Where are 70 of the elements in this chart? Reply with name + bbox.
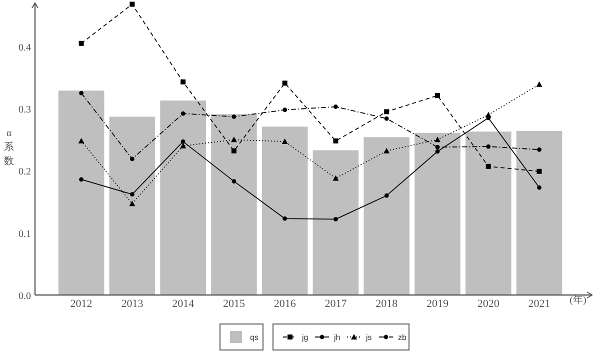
x-tick-label: 2012 (70, 298, 92, 310)
legend-label: js (365, 333, 372, 342)
point (486, 164, 491, 169)
bar (211, 114, 257, 295)
point (78, 40, 84, 46)
bar (516, 130, 562, 295)
y-tick-label: 0.3 (18, 104, 31, 116)
legend-label: jg (301, 333, 308, 342)
point (536, 168, 542, 174)
point (434, 93, 440, 98)
y-axis-title: α系数 (4, 128, 14, 167)
point (232, 179, 236, 184)
point (435, 144, 440, 150)
x-tick-label: 2021 (528, 298, 550, 310)
y-tick-label: 0.0 (18, 291, 31, 302)
point (384, 193, 389, 198)
y-tick-label: 0.1 (18, 228, 31, 240)
x-tick-label: 2015 (222, 298, 246, 310)
y-tick-label: 0.4 (18, 42, 31, 54)
point (180, 111, 186, 116)
point (536, 81, 542, 87)
bar (58, 90, 104, 295)
legend-label: qs (250, 333, 258, 342)
legend-label: jh (333, 333, 340, 342)
point (332, 175, 339, 181)
point (334, 217, 338, 222)
point (79, 90, 84, 96)
point (282, 216, 288, 221)
point (333, 138, 338, 144)
point (537, 147, 542, 152)
x-tick-label: 2018 (376, 298, 398, 310)
point (130, 156, 134, 162)
point (334, 104, 338, 109)
x-tick-label: 2017 (324, 298, 348, 310)
bar (262, 126, 308, 295)
point (232, 114, 236, 119)
bar (160, 100, 206, 295)
legend-label: zb (398, 333, 407, 342)
point (435, 149, 440, 154)
point (486, 144, 491, 149)
x-tick-label: 2019 (426, 298, 449, 310)
x-axis-title: (年) (570, 294, 586, 306)
point (282, 108, 288, 112)
point (485, 112, 492, 118)
bar (312, 150, 359, 295)
x-tick-label: 2016 (274, 298, 296, 310)
point (434, 136, 440, 142)
point (129, 200, 136, 206)
point (180, 79, 186, 84)
point (231, 148, 236, 154)
bar (465, 132, 512, 295)
point (384, 116, 389, 121)
point (79, 177, 84, 182)
point (130, 2, 135, 7)
bar (109, 116, 156, 295)
point (384, 109, 390, 114)
point (230, 136, 237, 142)
point (282, 138, 288, 144)
x-tick-label: 2014 (172, 298, 195, 310)
bar (364, 137, 410, 295)
point (537, 185, 542, 190)
point (130, 192, 134, 197)
point (384, 148, 390, 154)
x-tick-label: 2013 (121, 298, 144, 310)
point (180, 139, 186, 144)
point (78, 138, 84, 144)
y-tick-label: 0.2 (18, 166, 31, 178)
bar (414, 132, 460, 295)
point (282, 80, 288, 86)
x-tick-label: 2020 (477, 298, 500, 310)
